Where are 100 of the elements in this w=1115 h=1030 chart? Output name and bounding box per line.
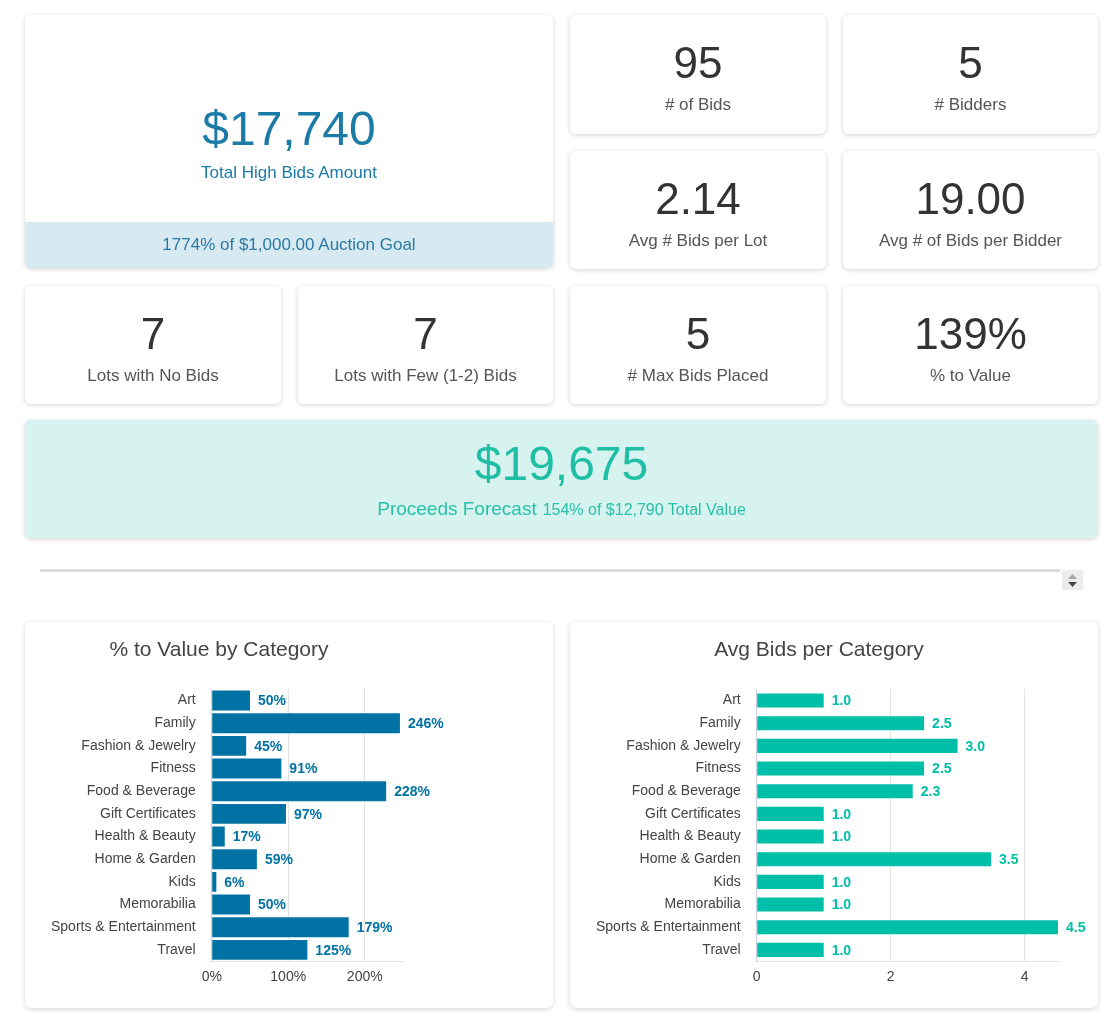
y-tick-label: Gift Certificates	[100, 804, 196, 821]
data-label: 17%	[232, 828, 262, 845]
y-tick-label: Kids	[713, 872, 741, 889]
bar	[757, 897, 824, 912]
y-tick-label: Fashion & Jewelry	[81, 736, 196, 753]
text: Total High Bids Amount	[201, 163, 377, 182]
data-label: 2.3	[920, 783, 941, 800]
bar	[757, 761, 925, 776]
y-tick-label: Home & Garden	[639, 850, 741, 867]
y-tick-label: Art	[177, 691, 196, 708]
bar	[757, 942, 824, 957]
chart-title: % to Value by Category	[109, 637, 330, 661]
y-tick-label: Fitness	[695, 759, 741, 776]
data-label: 1.0	[831, 692, 852, 709]
bar	[212, 939, 308, 960]
bar	[757, 874, 824, 889]
data-label: 2.5	[932, 715, 952, 732]
data-label: 50%	[257, 692, 287, 709]
y-tick-label: Memorabilia	[664, 895, 741, 912]
bar	[212, 781, 387, 802]
data-label: 6%	[224, 873, 246, 890]
y-tick-label: Travel	[702, 940, 741, 957]
y-tick-label: Sports & Entertainment	[50, 918, 196, 935]
text: 7	[139, 309, 167, 358]
x-tick-label: 200%	[346, 968, 383, 985]
x-tick-label: 0	[752, 968, 761, 985]
text: 7	[412, 309, 439, 358]
bar	[757, 829, 824, 844]
text: 5	[957, 38, 984, 87]
bar	[757, 852, 992, 867]
text: % to Value	[930, 366, 1011, 385]
y-tick-label: Family	[699, 714, 741, 731]
data-label: 1.0	[831, 896, 852, 913]
data-label: 1.0	[831, 873, 852, 890]
y-tick-label: Food & Beverage	[631, 782, 741, 799]
data-label: 1.0	[831, 828, 852, 845]
x-tick-label: 4	[1020, 968, 1029, 985]
bar	[757, 716, 925, 731]
text: 95	[672, 38, 724, 87]
bar	[212, 735, 247, 756]
text: 154% of $12,790 Total Value	[542, 501, 746, 518]
text: Proceeds Forecast	[377, 498, 537, 519]
bar	[212, 826, 225, 847]
data-label: 179%	[356, 919, 394, 936]
text: Avg # of Bids per Bidder	[878, 231, 1062, 250]
y-tick-label: Home & Garden	[94, 850, 196, 867]
y-tick-label: Health & Beauty	[94, 827, 196, 844]
text: 1774% of $1,000.00 Auction Goal	[25, 222, 553, 268]
y-tick-label: Family	[154, 714, 196, 731]
data-label: 125%	[315, 941, 352, 958]
bar	[212, 917, 349, 938]
bar	[212, 849, 257, 870]
data-label: 59%	[264, 851, 294, 868]
bar	[212, 894, 250, 915]
data-label: 1.0	[831, 805, 852, 822]
text: Lots with Few (1-2) Bids	[334, 366, 517, 385]
data-label: 2.5	[932, 760, 952, 777]
data-label: 228%	[394, 783, 431, 800]
data-label: 1.0	[831, 941, 852, 958]
bar	[212, 758, 282, 779]
data-label: 50%	[257, 896, 287, 913]
text: # of Bids	[664, 95, 732, 114]
bar	[212, 871, 217, 892]
y-tick-label: Fashion & Jewelry	[626, 736, 741, 753]
bar	[757, 693, 824, 708]
bar	[212, 713, 400, 734]
y-tick-label: Kids	[168, 872, 196, 889]
data-label: 4.5	[1066, 919, 1086, 936]
y-tick-label: Food & Beverage	[86, 782, 196, 799]
text: $19,675	[473, 437, 650, 490]
y-tick-label: Sports & Entertainment	[595, 918, 741, 935]
data-label: 3.5	[999, 851, 1019, 868]
text: Avg # Bids per Lot	[628, 231, 768, 250]
x-tick-label: 2	[886, 968, 895, 985]
text: 5	[684, 309, 712, 358]
bar	[212, 690, 250, 711]
y-tick-label: Fitness	[150, 759, 196, 776]
data-label: 3.0	[965, 737, 986, 754]
text: 139%	[913, 309, 1028, 358]
bar	[212, 803, 286, 824]
text: # Max Bids Placed	[627, 366, 769, 385]
bar	[757, 784, 913, 799]
y-tick-label: Travel	[157, 940, 196, 957]
data-label: 246%	[407, 715, 445, 732]
data-label: 91%	[289, 760, 318, 777]
bar	[757, 738, 958, 753]
text: Lots with No Bids	[87, 366, 219, 385]
text: 19.00	[914, 174, 1027, 223]
text: # Bidders	[934, 95, 1007, 114]
bar	[757, 806, 824, 821]
text: 2.14	[654, 174, 742, 223]
chart-title: Avg Bids per Category	[714, 637, 925, 661]
x-tick-label: 0%	[201, 968, 222, 985]
bar	[757, 920, 1058, 935]
data-label: 45%	[254, 737, 283, 754]
y-tick-label: Gift Certificates	[645, 804, 741, 821]
y-tick-label: Memorabilia	[119, 895, 196, 912]
x-tick-label: 100%	[270, 968, 307, 985]
y-tick-label: Art	[722, 691, 741, 708]
text: $17,740	[201, 102, 377, 155]
